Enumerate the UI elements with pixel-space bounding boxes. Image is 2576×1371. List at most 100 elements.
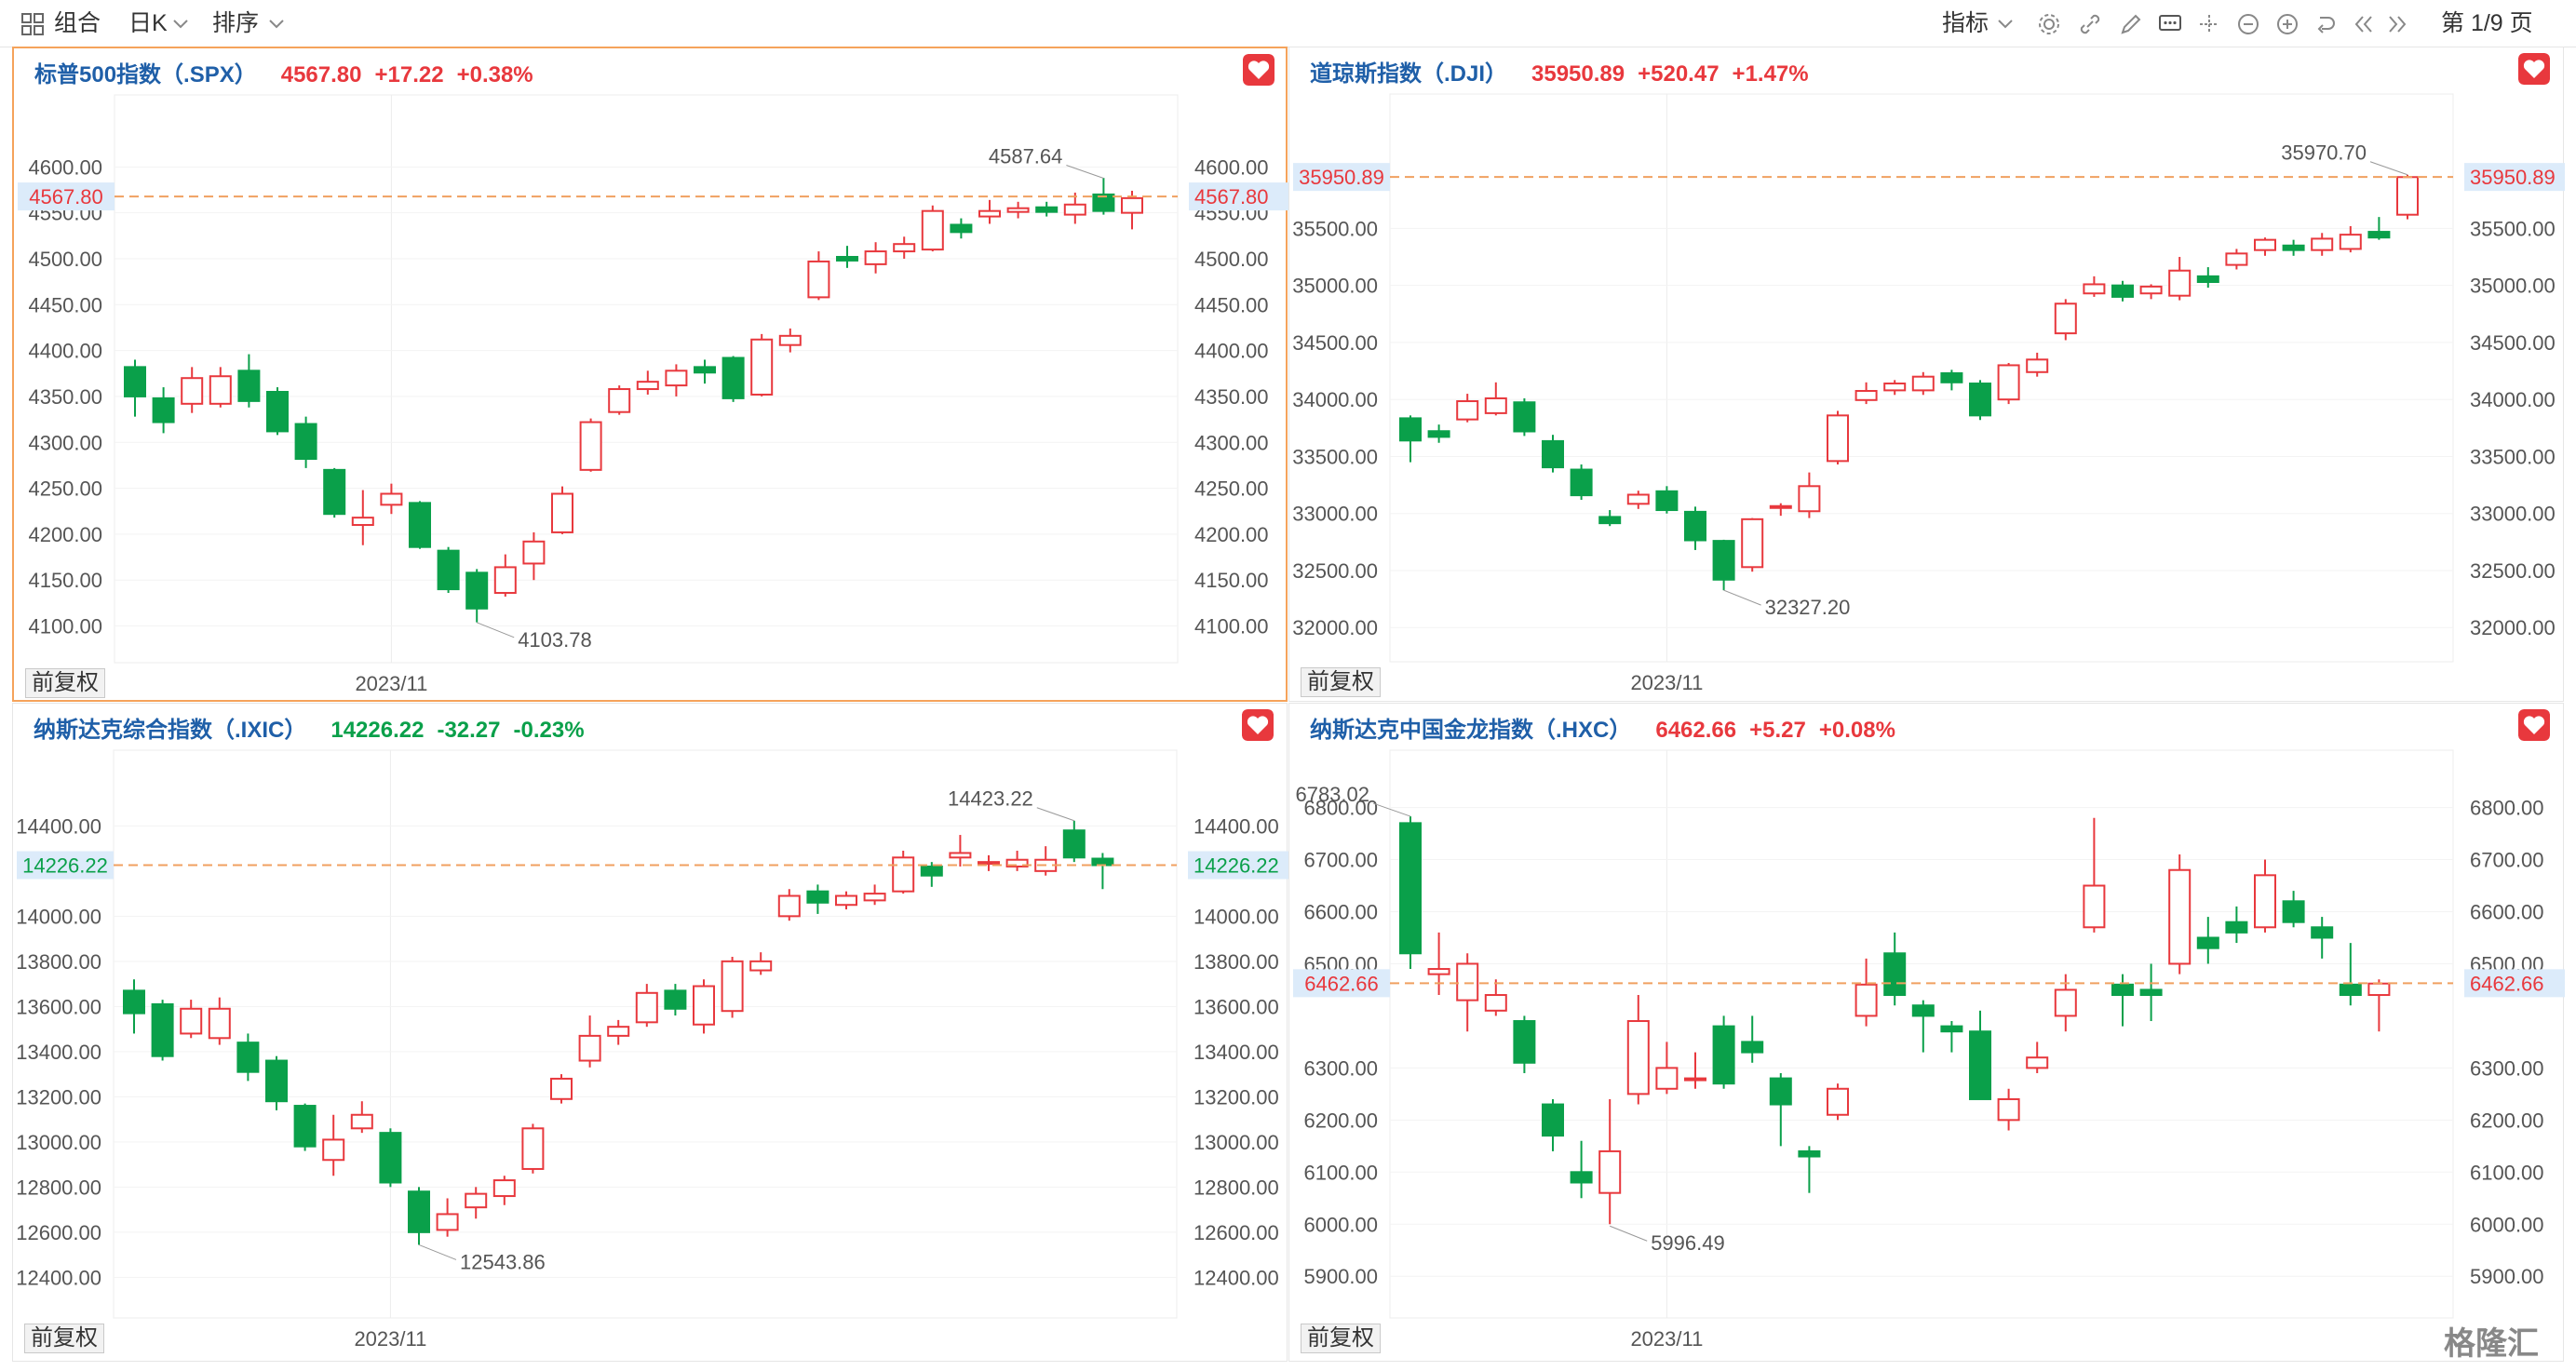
candle	[1741, 1015, 1764, 1063]
candle-body	[237, 370, 261, 402]
candle-body	[2311, 237, 2334, 251]
candle	[1598, 510, 1622, 527]
candle	[124, 359, 146, 417]
x-tick-label: 2023/11	[1630, 671, 1703, 694]
candle	[550, 1074, 573, 1104]
candlestick-chart[interactable]: 6800.00 6800.00 6700.00 6700.00 6600.00 6600.…	[1289, 704, 2565, 1363]
candle	[465, 1187, 488, 1219]
adjust-button[interactable]: 前复权	[25, 668, 105, 698]
price-change: +17.22	[374, 62, 444, 87]
candle-body	[2339, 234, 2362, 250]
minus-circle-icon[interactable]	[2236, 12, 2260, 36]
candle-body	[1456, 962, 1479, 1001]
indicator-dropdown[interactable]: 指标	[1942, 10, 1989, 36]
candle	[806, 884, 829, 914]
candle-body	[921, 209, 944, 251]
candle-body	[1854, 390, 1878, 401]
y-tick-label-left: 13400.00	[16, 1041, 101, 1064]
candle	[180, 1000, 203, 1039]
crosshair-icon[interactable]	[2197, 12, 2221, 36]
candle	[1769, 1072, 1792, 1147]
double-left-icon[interactable]	[2352, 12, 2376, 36]
y-tick-label-right: 35000.00	[2470, 275, 2556, 298]
candle	[1940, 1021, 1963, 1053]
adjust-button[interactable]: 前复权	[24, 1324, 104, 1353]
pencil-icon[interactable]	[2119, 12, 2143, 36]
candle	[636, 370, 659, 395]
chevron-down-icon[interactable]	[266, 13, 287, 34]
y-tick-label-left: 4500.00	[28, 248, 102, 271]
adjust-button[interactable]: 前复权	[1301, 667, 1381, 697]
candle	[608, 385, 631, 415]
heart-icon[interactable]	[1243, 54, 1275, 86]
y-tick-label-left: 4300.00	[28, 431, 102, 454]
price-badge-right: 14226.22	[1194, 854, 1279, 877]
candle	[1006, 201, 1030, 219]
double-right-icon[interactable]	[2385, 12, 2409, 36]
y-tick-label-left: 4350.00	[28, 385, 102, 409]
high-label: 14423.22	[948, 787, 1033, 811]
chart-panel-spx[interactable]: 标普500指数（.SPX） 4567.80 +17.22 +0.38% 4600.00…	[12, 47, 1289, 704]
link-icon[interactable]	[2078, 12, 2102, 36]
candlestick-chart[interactable]: 35500.00 35500.00 35000.00 35000.00 34500.00…	[1289, 47, 2565, 703]
index-name: 纳斯达克中国金龙指数（.HXC）	[1310, 718, 1632, 743]
candle	[1542, 1098, 1564, 1151]
candle	[2282, 239, 2305, 256]
heart-icon[interactable]	[2518, 53, 2550, 85]
percent-change: +1.47%	[1732, 61, 1809, 87]
adjust-button[interactable]: 前复权	[1301, 1324, 1381, 1353]
chart-panel-dji[interactable]: 道琼斯指数（.DJI） 35950.89 +520.47 +1.47% 35500.0…	[1288, 47, 2565, 703]
heart-icon[interactable]	[2518, 709, 2550, 741]
candle-body	[978, 209, 1001, 218]
candle-body	[806, 890, 829, 904]
undo-icon[interactable]	[2314, 12, 2339, 36]
candle-body	[920, 866, 943, 877]
y-tick-label-right: 35500.00	[2470, 217, 2556, 240]
candle-body	[350, 1113, 373, 1130]
candle-body	[2111, 284, 2134, 298]
combo-button[interactable]: 组合	[54, 10, 101, 36]
candle	[1997, 362, 2020, 405]
candle-body	[1062, 829, 1086, 859]
grid-icon[interactable]	[20, 12, 45, 36]
plus-circle-icon[interactable]	[2275, 12, 2300, 36]
candlestick-chart[interactable]: 14400.00 14400.00 14000.00 14000.00 13800.00…	[13, 704, 1288, 1363]
candle-body	[293, 1105, 317, 1148]
candle-body	[236, 1042, 260, 1073]
candle-body	[1997, 364, 2020, 401]
candle	[2111, 974, 2134, 1027]
plot-area	[114, 94, 1179, 664]
period-dropdown[interactable]: 日K	[128, 10, 168, 36]
y-tick-label-left: 13200.00	[16, 1085, 101, 1109]
candle	[579, 418, 602, 472]
heart-icon[interactable]	[1242, 709, 1274, 741]
candle	[1035, 201, 1059, 217]
gear-icon[interactable]	[2037, 12, 2061, 36]
candle	[2083, 276, 2106, 297]
candle-body	[1684, 1077, 1706, 1082]
candle	[551, 486, 573, 534]
candle	[750, 333, 774, 397]
y-tick-label-left: 13600.00	[16, 995, 101, 1018]
y-tick-label-left: 6700.00	[1303, 849, 1378, 872]
y-tick-label-right: 34500.00	[2470, 331, 2556, 355]
price-badge-left-bg	[18, 182, 115, 211]
candle-body	[1626, 493, 1650, 505]
candle	[2367, 979, 2391, 1032]
comment-icon[interactable]	[2158, 12, 2182, 36]
high-label: 35970.70	[2281, 141, 2367, 165]
candle	[1827, 1083, 1849, 1121]
high-label: 6783.02	[1295, 783, 1369, 806]
chart-panel-ixic[interactable]: 纳斯达克综合指数（.IXIC） 14226.22 -32.27 -0.23% 1440…	[12, 703, 1288, 1362]
candle	[1655, 1042, 1679, 1095]
low-label: 5996.49	[1651, 1231, 1725, 1255]
chart-panel-hxc[interactable]: 纳斯达克中国金龙指数（.HXC） 6462.66 +5.27 +0.08% 6800.…	[1288, 703, 2565, 1363]
y-tick-label-left: 14000.00	[16, 905, 101, 928]
candle	[209, 367, 232, 408]
y-tick-label-right: 6000.00	[2470, 1213, 2544, 1236]
sort-dropdown[interactable]: 排序	[212, 10, 260, 36]
chevron-down-icon[interactable]	[1995, 13, 2016, 34]
chevron-down-icon[interactable]	[170, 13, 191, 34]
candle-body	[1626, 1020, 1650, 1095]
